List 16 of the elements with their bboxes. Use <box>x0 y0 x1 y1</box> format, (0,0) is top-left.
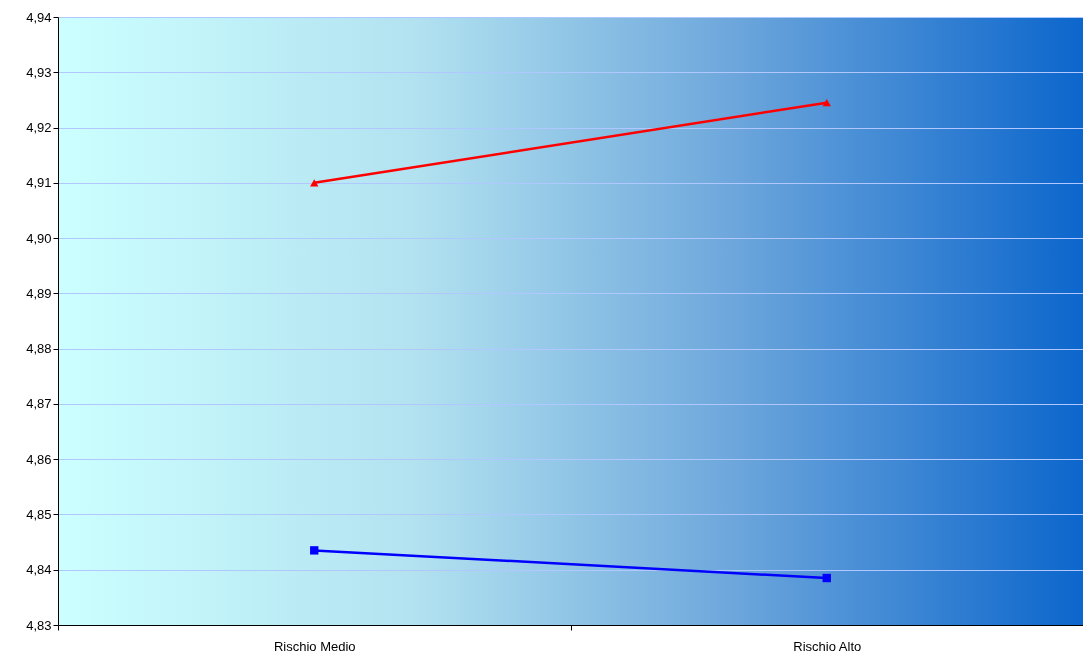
y-tick-label: 4,83 <box>26 617 52 633</box>
y-tick-label: 4,88 <box>26 341 52 357</box>
y-tick-label: 4,94 <box>26 9 52 25</box>
y-tick-label: 4,85 <box>26 506 52 522</box>
y-tick-label: 4,86 <box>26 451 52 467</box>
y-tick-label: 4,91 <box>26 175 52 191</box>
point <box>310 546 319 555</box>
y-tick-label: 4,89 <box>26 285 52 301</box>
y-tick-label: 4,92 <box>26 120 52 136</box>
y-tick-label: 4,87 <box>26 396 52 412</box>
y-tick-label: 4,84 <box>26 562 52 578</box>
y-tick-label: 4,90 <box>26 230 52 246</box>
y-tick-label: 4,93 <box>26 64 52 80</box>
x-tick-label: Rischio Medio <box>273 638 356 654</box>
point <box>822 573 831 583</box>
x-tick-label: Rischio Alto <box>793 638 862 654</box>
